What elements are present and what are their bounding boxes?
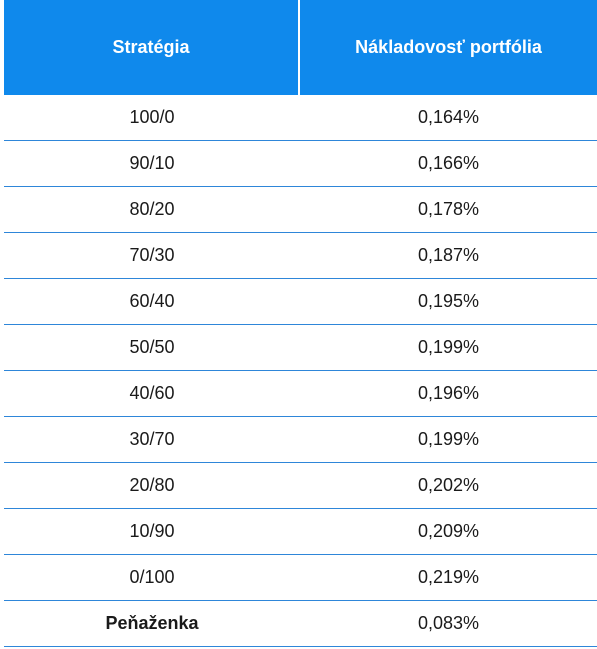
strategy-cell: 90/10 bbox=[129, 153, 175, 173]
table-row: 20/80 0,202% bbox=[4, 463, 597, 509]
table-row: 100/0 0,164% bbox=[4, 95, 597, 141]
table-row: 80/20 0,178% bbox=[4, 187, 597, 233]
strategy-cell: 50/50 bbox=[129, 337, 175, 357]
cost-cell: 0,196% bbox=[417, 383, 480, 403]
cost-cell: 0,209% bbox=[417, 521, 480, 541]
cost-cell: 0,178% bbox=[417, 199, 480, 219]
cost-cell: 0,199% bbox=[417, 337, 480, 357]
cost-cell: 0,219% bbox=[417, 567, 480, 587]
table-row: 30/70 0,199% bbox=[4, 417, 597, 463]
table-row: 70/30 0,187% bbox=[4, 233, 597, 279]
strategy-cell: Peňaženka bbox=[105, 613, 199, 633]
cost-cell: 0,187% bbox=[417, 245, 480, 265]
table-row: 60/40 0,195% bbox=[4, 279, 597, 325]
strategy-cell: 60/40 bbox=[129, 291, 175, 311]
table-body: 100/0 0,164% 90/10 0,166% 80/20 0,178% 7… bbox=[4, 95, 597, 647]
strategy-cell: 30/70 bbox=[129, 429, 175, 449]
table-row: Peňaženka 0,083% bbox=[4, 601, 597, 647]
strategy-cell: 70/30 bbox=[129, 245, 175, 265]
cost-cell: 0,083% bbox=[417, 613, 480, 633]
table-row: 90/10 0,166% bbox=[4, 141, 597, 187]
strategy-cell: 80/20 bbox=[129, 199, 175, 219]
cost-cell: 0,166% bbox=[417, 153, 480, 173]
table-row: 40/60 0,196% bbox=[4, 371, 597, 417]
header-strategy: Stratégia bbox=[4, 0, 300, 95]
table-row: 10/90 0,209% bbox=[4, 509, 597, 555]
strategy-cell: 20/80 bbox=[129, 475, 175, 495]
cost-cell: 0,164% bbox=[417, 107, 480, 127]
strategy-cell: 100/0 bbox=[129, 107, 175, 127]
table-row: 0/100 0,219% bbox=[4, 555, 597, 601]
strategy-cell: 40/60 bbox=[129, 383, 175, 403]
cost-cell: 0,202% bbox=[417, 475, 480, 495]
table-row: 50/50 0,199% bbox=[4, 325, 597, 371]
header-portfolio-cost: Nákladovosť portfólia bbox=[300, 0, 597, 95]
cost-cell: 0,195% bbox=[417, 291, 480, 311]
strategy-cell: 0/100 bbox=[129, 567, 175, 587]
strategy-cell: 10/90 bbox=[129, 521, 175, 541]
table-header: Stratégia Nákladovosť portfólia bbox=[4, 0, 597, 95]
cost-cell: 0,199% bbox=[417, 429, 480, 449]
